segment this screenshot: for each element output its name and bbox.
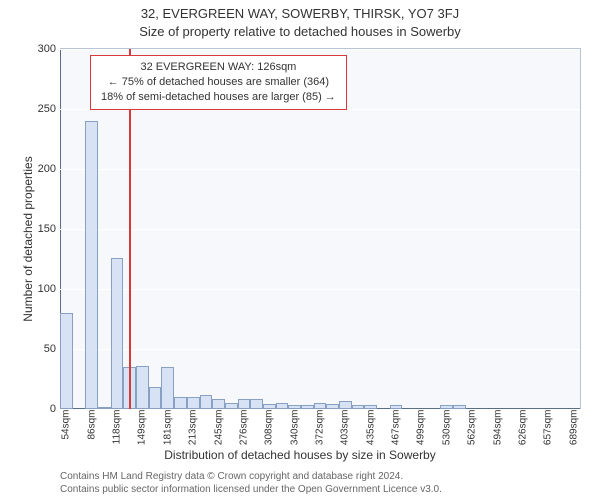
histogram-bar <box>352 405 365 409</box>
histogram-bar <box>111 258 124 409</box>
histogram-bar <box>238 399 251 409</box>
x-tick-label: 340sqm <box>289 410 300 446</box>
histogram-bar <box>200 395 213 409</box>
x-tick-label: 213sqm <box>188 410 199 446</box>
histogram-bar <box>276 403 289 409</box>
histogram-bar <box>98 407 111 409</box>
y-tick-label: 100 <box>38 283 56 295</box>
annotation-line: ← 75% of detached houses are smaller (36… <box>101 75 336 90</box>
x-tick-label: 499sqm <box>416 410 427 446</box>
y-axis-label: Number of detached properties <box>21 156 35 321</box>
histogram-bar <box>364 405 377 409</box>
histogram-bar <box>174 397 187 409</box>
x-tick-label: 689sqm <box>568 410 579 446</box>
histogram-bar <box>440 405 453 409</box>
histogram-bar <box>390 405 403 409</box>
y-tick-label: 200 <box>38 163 56 175</box>
chart-title-line1: 32, EVERGREEN WAY, SOWERBY, THIRSK, YO7 … <box>0 6 600 21</box>
histogram-bar <box>288 405 301 409</box>
chart-container: 32, EVERGREEN WAY, SOWERBY, THIRSK, YO7 … <box>0 0 600 500</box>
histogram-bar <box>326 404 339 409</box>
x-tick-label: 562sqm <box>467 410 478 446</box>
histogram-bar <box>149 387 162 409</box>
x-tick-label: 657sqm <box>543 410 554 446</box>
footer-attribution: Contains HM Land Registry data © Crown c… <box>60 470 442 496</box>
x-tick-label: 308sqm <box>264 410 275 446</box>
x-tick-label: 118sqm <box>112 410 123 445</box>
histogram-bar <box>225 403 238 409</box>
gridline <box>60 229 580 230</box>
histogram-bar <box>212 399 225 409</box>
x-tick-label: 626sqm <box>517 410 528 446</box>
gridline <box>60 169 580 170</box>
gridline <box>60 49 580 50</box>
x-tick-label: 403sqm <box>340 410 351 446</box>
gridline <box>60 289 580 290</box>
histogram-bar <box>161 367 174 409</box>
annotation-line: 32 EVERGREEN WAY: 126sqm <box>101 60 336 75</box>
x-tick-label: 276sqm <box>238 410 249 446</box>
footer-line1: Contains HM Land Registry data © Crown c… <box>60 470 442 483</box>
histogram-bar <box>453 405 466 409</box>
histogram-bar <box>263 404 276 409</box>
y-tick-label: 0 <box>50 403 56 415</box>
histogram-bar <box>301 405 314 409</box>
x-tick-label: 149sqm <box>137 410 148 446</box>
chart-title-line2: Size of property relative to detached ho… <box>0 24 600 39</box>
y-tick-label: 150 <box>38 223 56 235</box>
y-tick-label: 250 <box>38 103 56 115</box>
x-tick-label: 54sqm <box>61 410 72 440</box>
y-tick-label: 300 <box>38 43 56 55</box>
x-tick-label: 372sqm <box>315 410 326 446</box>
x-tick-label: 594sqm <box>492 410 503 446</box>
footer-line2: Contains public sector information licen… <box>60 483 442 496</box>
x-tick-label: 467sqm <box>391 410 402 446</box>
gridline <box>60 349 580 350</box>
histogram-bar <box>136 366 149 409</box>
x-tick-label: 245sqm <box>213 410 224 446</box>
x-tick-label: 530sqm <box>441 410 452 446</box>
annotation-line: 18% of semi-detached houses are larger (… <box>101 90 336 105</box>
y-tick-label: 50 <box>44 343 56 355</box>
annotation-box: 32 EVERGREEN WAY: 126sqm← 75% of detache… <box>90 55 347 110</box>
x-axis-title: Distribution of detached houses by size … <box>0 448 600 462</box>
histogram-bar <box>60 313 73 409</box>
histogram-bar <box>314 403 327 409</box>
x-tick-label: 435sqm <box>365 410 376 446</box>
plot-area: Number of detached properties 0501001502… <box>60 48 581 409</box>
x-tick-label: 181sqm <box>162 410 173 446</box>
histogram-bar <box>187 397 200 409</box>
x-tick-label: 86sqm <box>86 410 97 440</box>
histogram-bar <box>339 401 352 409</box>
histogram-bar <box>250 399 263 409</box>
histogram-bar <box>85 121 98 409</box>
